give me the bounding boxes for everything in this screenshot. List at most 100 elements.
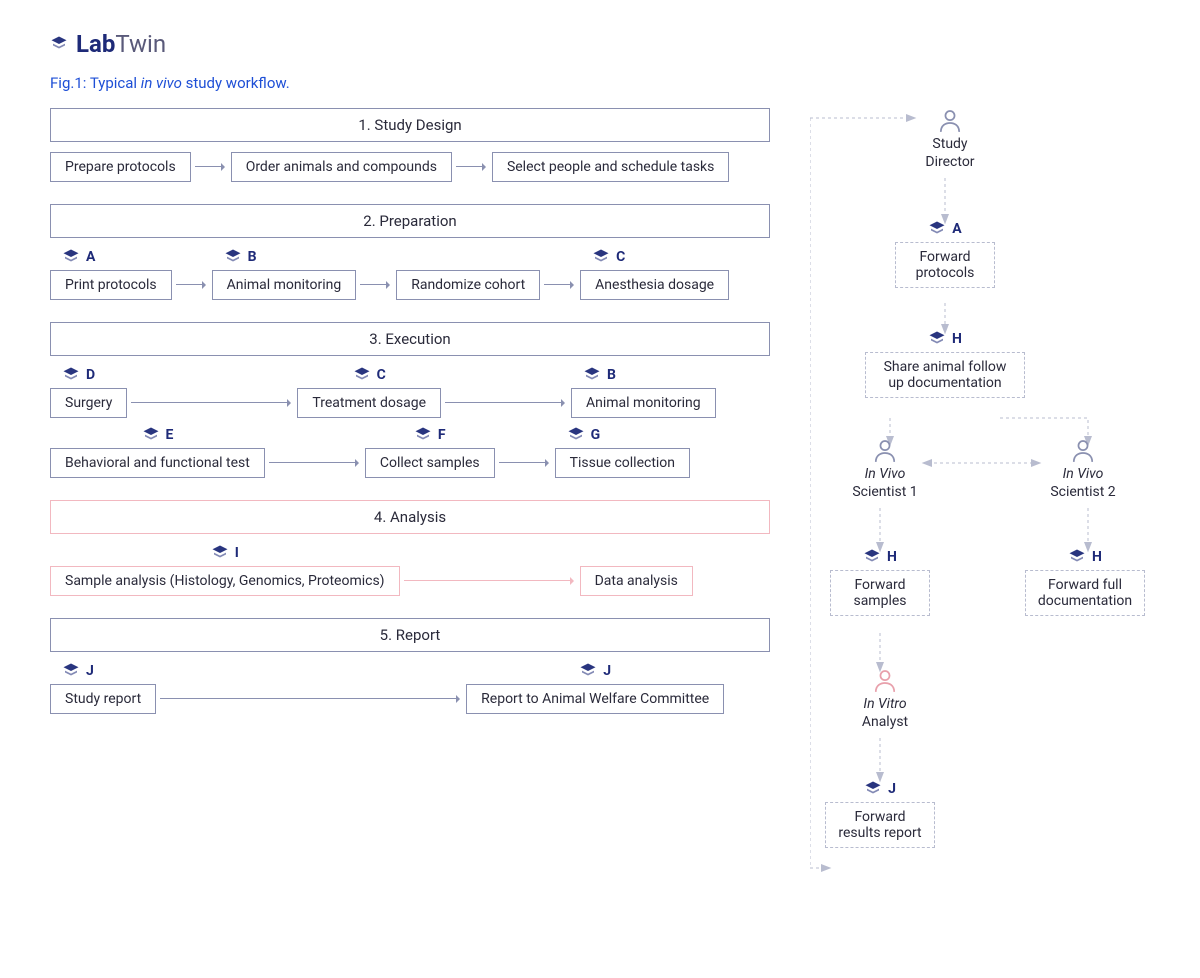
handoff-node: A Forward protocols <box>895 220 995 288</box>
workflow-step: B Animal monitoring <box>571 366 716 418</box>
step-box: Animal monitoring <box>571 388 716 418</box>
arrow-icon <box>452 166 492 167</box>
cube-icon <box>50 35 68 53</box>
cube-icon <box>142 426 160 444</box>
workflow-row: J Study reportJ Report to Animal Welfare C… <box>50 662 770 714</box>
section-title: 3. Execution <box>50 322 770 356</box>
workflow-step: BAnimal monitoring <box>212 248 357 300</box>
step-tag: J <box>62 662 94 680</box>
step-tag: B <box>224 248 257 266</box>
step-tag: A <box>895 220 995 238</box>
step-box: Sample analysis (Histology, Genomics, Pr… <box>50 566 400 596</box>
workflow-row: Prepare protocols Order animals and compo… <box>50 152 770 182</box>
step-tag: B <box>583 366 616 384</box>
workflow-step: D Surgery <box>50 366 127 418</box>
arrow-icon <box>172 284 212 285</box>
arrow-icon <box>127 402 297 403</box>
cube-icon <box>579 662 597 680</box>
step-box: Tissue collection <box>555 448 690 478</box>
workflow-section: 2. PreparationAPrint protocolsBAnimal mo… <box>50 204 770 300</box>
step-tag: G <box>567 426 601 444</box>
person-icon <box>872 668 898 694</box>
workflow-row: E Behavioral and functional test FCollect … <box>50 426 770 478</box>
workflow-step: Data analysis <box>580 566 693 596</box>
brand-text: LabTwin <box>76 30 166 58</box>
workflow-section: 3. Execution D Surgery C Treatment dosage B An… <box>50 322 770 478</box>
section-title: 2. Preparation <box>50 204 770 238</box>
step-tag: E <box>142 426 174 444</box>
person-icon <box>937 108 963 134</box>
step-box: Surgery <box>50 388 127 418</box>
step-tag: A <box>62 248 95 266</box>
step-box: Randomize cohort <box>396 270 540 300</box>
workflow-section: 4. AnalysisISample analysis (Histology, … <box>50 500 770 596</box>
person-node: In VitroAnalyst <box>840 668 930 731</box>
cube-icon <box>567 426 585 444</box>
step-tag: I <box>211 544 239 562</box>
cube-icon <box>928 330 946 348</box>
handoff-box: Share animal follow up documentation <box>865 352 1025 398</box>
handoff-box: Forward samples <box>830 570 930 616</box>
handoff-box: Forward results report <box>825 802 935 848</box>
cube-icon <box>863 548 881 566</box>
arrow-icon <box>191 166 231 167</box>
cube-icon <box>414 426 432 444</box>
arrow-icon <box>540 284 580 285</box>
cube-icon <box>224 248 242 266</box>
workflow-step: Order animals and compounds <box>231 152 452 182</box>
step-tag: C <box>353 366 386 384</box>
step-box: Behavioral and functional test <box>50 448 265 478</box>
cube-icon <box>62 662 80 680</box>
step-box: Data analysis <box>580 566 693 596</box>
cube-icon <box>211 544 229 562</box>
workflow-step: Prepare protocols <box>50 152 191 182</box>
workflow-step: I Sample analysis (Histology, Genomics, P… <box>50 544 400 596</box>
arrow-icon <box>156 698 466 699</box>
person-icon <box>1070 438 1096 464</box>
person-node: In VivoScientist 1 <box>840 438 930 501</box>
step-box: Anesthesia dosage <box>580 270 729 300</box>
cube-icon <box>62 366 80 384</box>
workflow-section: 1. Study DesignPrepare protocolsOrder an… <box>50 108 770 182</box>
step-box: Treatment dosage <box>297 388 441 418</box>
step-tag: H <box>865 330 1025 348</box>
cube-icon <box>353 366 371 384</box>
arrow-icon <box>400 580 580 581</box>
workflow-step: G Tissue collection <box>555 426 690 478</box>
handoff-node: J Forward results report <box>825 780 935 848</box>
workflow-right-panel: StudyDirectorIn VivoScientist 1In VivoSc… <box>810 108 1150 948</box>
step-box: Collect samples <box>365 448 495 478</box>
cube-icon <box>62 248 80 266</box>
cube-icon <box>592 248 610 266</box>
workflow-step: Randomize cohort <box>396 270 540 300</box>
handoff-box: Forward protocols <box>895 242 995 288</box>
workflow-step: Select people and schedule tasks <box>492 152 729 182</box>
arrow-icon <box>356 284 396 285</box>
cube-icon <box>1068 548 1086 566</box>
figure-caption: Fig.1: Typical in vivo study workflow. <box>50 74 1150 92</box>
arrow-icon <box>495 462 555 463</box>
handoff-node: HForward full documentation <box>1025 548 1145 616</box>
section-title: 5. Report <box>50 618 770 652</box>
arrow-icon <box>265 462 365 463</box>
step-tag: H <box>1025 548 1145 566</box>
workflow-step: C Treatment dosage <box>297 366 441 418</box>
person-icon <box>872 438 898 464</box>
arrow-icon <box>441 402 571 403</box>
step-tag: D <box>62 366 95 384</box>
brand-logo: LabTwin <box>50 30 1150 58</box>
step-box: Order animals and compounds <box>231 152 452 182</box>
workflow-left-panel: 1. Study DesignPrepare protocolsOrder an… <box>50 108 770 736</box>
step-tag: J <box>825 780 935 798</box>
workflow-step: J Study report <box>50 662 156 714</box>
step-box: Report to Animal Welfare Committee <box>466 684 724 714</box>
workflow-row: APrint protocolsBAnimal monitoringRandom… <box>50 248 770 300</box>
workflow-step: FCollect samples <box>365 426 495 478</box>
step-tag: H <box>830 548 930 566</box>
step-tag: C <box>592 248 625 266</box>
person-node: StudyDirector <box>905 108 995 171</box>
workflow-step: E Behavioral and functional test <box>50 426 265 478</box>
workflow-row: D Surgery C Treatment dosage B Animal monitor… <box>50 366 770 418</box>
step-box: Select people and schedule tasks <box>492 152 729 182</box>
step-box: Study report <box>50 684 156 714</box>
